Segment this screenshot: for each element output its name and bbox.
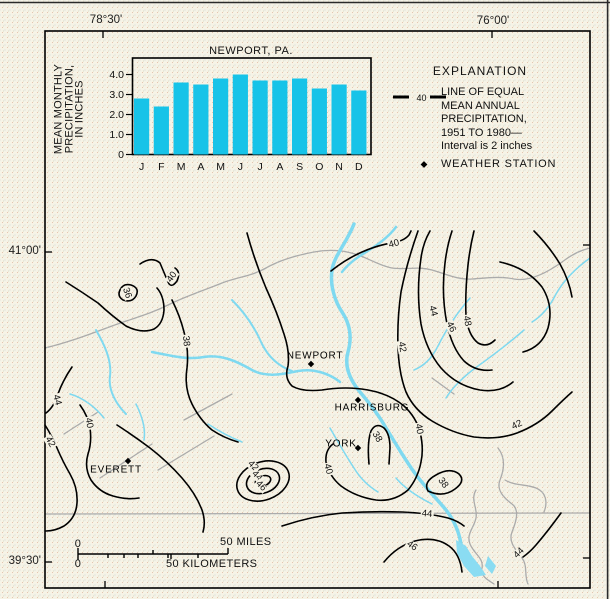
lon-label-west: 78°30' (89, 14, 123, 26)
contour-label: 40 (82, 416, 96, 430)
weather-station-marker-york (354, 444, 362, 452)
contour-label: 42 (395, 340, 409, 354)
month-label: O (315, 161, 324, 173)
contour-label: 44 (420, 508, 434, 520)
bar (153, 106, 169, 155)
month-label: M (216, 161, 225, 173)
lon-label-east: 76°00' (476, 15, 510, 27)
inset-chart (126, 57, 372, 156)
isoline-symbol-value: 40 (416, 92, 427, 103)
legend-desc-line-1: LINE OF EQUAL (441, 86, 525, 98)
bar (232, 74, 248, 155)
scale-km-zero: 0 (74, 558, 82, 570)
legend-desc-line-2: MEAN ANNUAL (441, 99, 520, 112)
contour-label: 44 (50, 392, 64, 408)
city-label-newport: NEWPORT (286, 350, 344, 362)
chart-bars (134, 74, 367, 155)
city-label-everett: EVERETT (90, 464, 142, 476)
legend-title: EXPLANATION (432, 64, 528, 78)
month-label: A (197, 161, 205, 173)
contour-label: 48 (460, 314, 474, 328)
scale-bar (77, 548, 229, 560)
bar (252, 80, 268, 155)
legend-symbols (393, 95, 446, 168)
chart-plot-box (131, 57, 372, 156)
legend-desc-line-5: Interval is 2 inches (441, 140, 533, 152)
bar (272, 80, 288, 155)
boundary-lines (44, 247, 591, 585)
legend-desc-line-3: PRECIPITATION, (441, 113, 527, 125)
bar (134, 98, 150, 155)
month-label: A (276, 161, 284, 173)
month-label: J (138, 161, 145, 173)
bar (193, 84, 209, 155)
legend-desc-line-4: 1951 TO 1980— (441, 126, 522, 139)
y-tick-label: 4.0 (109, 68, 124, 81)
scale-miles-zero: 0 (74, 538, 82, 550)
bar (311, 88, 327, 155)
legend-station-label: WEATHER STATION (441, 158, 557, 170)
scale-miles-label: 50 MILES (220, 536, 272, 548)
y-tick-label: 2.0 (109, 108, 124, 121)
y-tick-label: 1.0 (109, 128, 124, 141)
weather-station-icon (420, 161, 428, 168)
bar (331, 84, 347, 155)
weather-station-marker-everett (124, 457, 132, 465)
contour-label: 40 (321, 461, 335, 477)
lat-label-south: 39°30' (8, 555, 41, 567)
bar (351, 90, 367, 155)
bar (173, 82, 189, 155)
month-label: D (355, 161, 363, 173)
lat-label-north: 41°00' (8, 245, 41, 257)
scale-km-label: 50 KILOMETERS (166, 558, 258, 570)
city-markers (124, 360, 362, 465)
month-label: N (335, 161, 343, 173)
month-label: M (176, 161, 186, 173)
contour-lines (44, 230, 573, 573)
map-frame (44, 30, 591, 589)
month-label: S (296, 161, 304, 173)
contour-label: 44 (426, 303, 440, 319)
y-tick-label: 3.0 (109, 88, 124, 101)
weather-station-marker-harrisburg (354, 396, 362, 404)
weather-station-marker-newport (307, 360, 315, 368)
isoline-symbol-dash-right (430, 95, 446, 99)
month-label: J (257, 161, 263, 173)
month-label: J (237, 161, 243, 173)
chart-y-axis-title: MEAN MONTHLY PRECIPITATION, IN INCHES (52, 63, 86, 155)
city-label-harrisburg: HARRISBURG (334, 402, 410, 414)
contour-label: 40 (412, 422, 426, 436)
chart-title: NEWPORT, PA. (209, 45, 293, 57)
river-lines (69, 222, 591, 577)
month-label: F (158, 161, 165, 173)
contour-label: 40 (386, 237, 402, 251)
bar (292, 78, 308, 155)
y-tick-label: 0 (118, 148, 124, 161)
contour-label: 38 (180, 334, 192, 348)
chart-y-ticks (126, 73, 133, 156)
bar (213, 78, 229, 155)
isoline-symbol-dash-left (393, 95, 409, 99)
chesapeake-bay-water (456, 540, 486, 577)
city-label-york: YORK (325, 438, 357, 450)
